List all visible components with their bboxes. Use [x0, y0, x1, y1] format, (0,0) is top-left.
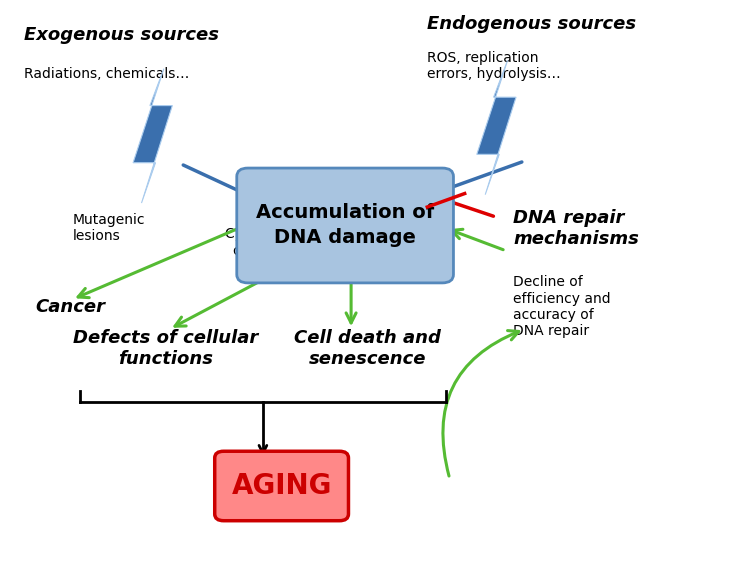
- Text: Endogenous sources: Endogenous sources: [427, 15, 637, 33]
- Text: Cell death and
senescence: Cell death and senescence: [294, 329, 441, 368]
- Text: Defects of cellular
functions: Defects of cellular functions: [74, 329, 259, 368]
- Polygon shape: [477, 60, 516, 195]
- Text: Decline of
efficiency and
accuracy of
DNA repair: Decline of efficiency and accuracy of DN…: [513, 275, 610, 338]
- Text: Mutagenic
lesions: Mutagenic lesions: [72, 213, 145, 243]
- Text: ROS, replication
errors, hydrolysis…: ROS, replication errors, hydrolysis…: [427, 51, 561, 81]
- Text: Radiations, chemicals…: Radiations, chemicals…: [24, 67, 189, 81]
- Text: Accumulation of
DNA damage: Accumulation of DNA damage: [256, 203, 434, 248]
- Text: Cancer: Cancer: [35, 298, 105, 316]
- Text: Cytotoxic or
cytostatic
lesions: Cytotoxic or cytostatic lesions: [225, 227, 309, 274]
- FancyBboxPatch shape: [214, 452, 349, 521]
- Text: DNA repair
mechanisms: DNA repair mechanisms: [513, 209, 639, 248]
- Text: Exogenous sources: Exogenous sources: [24, 26, 219, 44]
- Text: AGING: AGING: [232, 472, 332, 500]
- Polygon shape: [133, 69, 172, 203]
- FancyBboxPatch shape: [237, 168, 454, 283]
